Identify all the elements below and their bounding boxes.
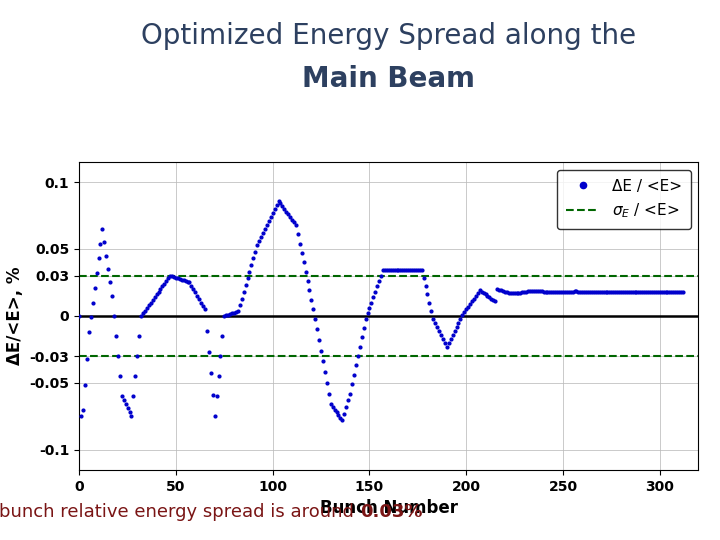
Text: Main Beam: Main Beam: [302, 65, 475, 93]
Text: 0.03%: 0.03%: [360, 503, 423, 521]
Legend: ΔE / <E>, $\sigma_E$ / <E>: ΔE / <E>, $\sigma_E$ / <E>: [557, 170, 690, 230]
Text: Optimized Energy Spread along the: Optimized Energy Spread along the: [141, 22, 636, 50]
X-axis label: Bunch Number: Bunch Number: [320, 499, 458, 517]
Y-axis label: ΔE/<E>, %: ΔE/<E>, %: [6, 267, 24, 365]
Text: RMS bunch-to-bunch relative energy spread is around: RMS bunch-to-bunch relative energy sprea…: [0, 503, 360, 521]
